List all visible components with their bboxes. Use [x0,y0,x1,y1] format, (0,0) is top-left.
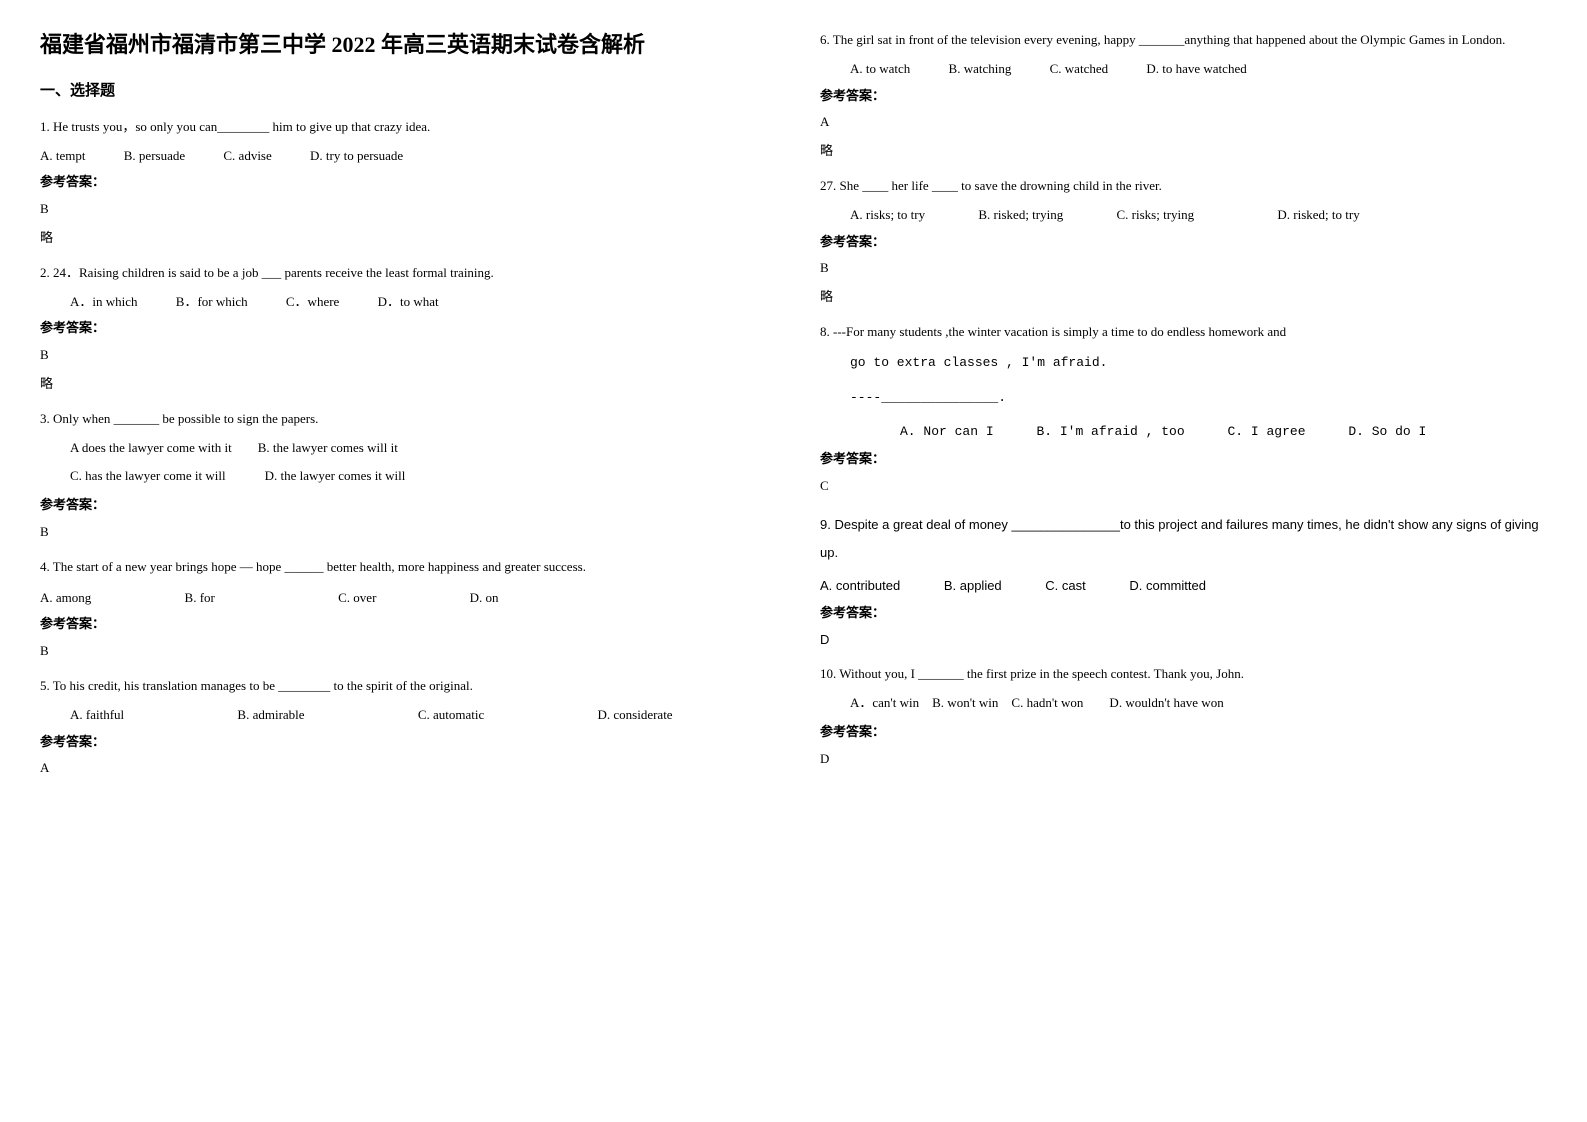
option-a: A. to watch [850,59,910,80]
answer-value: A [820,112,1540,133]
option-d: D. committed [1129,576,1206,597]
question-line-3: ----_______________. [820,388,1540,409]
question-options: A. faithful B. admirable C. automatic D.… [40,705,760,726]
option-c: C. advise [223,146,271,167]
option-c: C. automatic [418,705,484,726]
option-a: A．in which [70,292,138,313]
option-b: B. I'm afraid , too [1036,422,1184,443]
option-d: D. to have watched [1146,59,1246,80]
answer-value: D [820,749,1540,770]
option-c: C. cast [1045,576,1085,597]
answer-value: B [820,258,1540,279]
answer-value: B [40,522,760,543]
question-options: A. risks; to try B. risked; trying C. ri… [820,205,1540,226]
question-text: 5. To his credit, his translation manage… [40,676,760,697]
answer-value: D [820,630,1540,651]
question-options: A．can't win B. won't win C. hadn't won D… [820,693,1540,714]
question-options: A．in which B．for which C．where D．to what [40,292,760,313]
option-line-1: A does the lawyer come with it B. the la… [40,438,760,459]
answer-label: 参考答案： [820,232,1540,253]
right-column: 6. The girl sat in front of the televisi… [820,30,1540,793]
option-d: D．to what [378,292,439,313]
question-text: 10. Without you, I _______ the first pri… [820,664,1540,685]
section-title: 一、选择题 [40,79,760,103]
option-a: A. risks; to try [850,205,925,226]
question-options: A. contributed B. applied C. cast D. com… [820,576,1540,597]
omitted-note: 略 [40,228,760,249]
answer-label: 参考答案： [40,614,760,635]
option-b: B. watching [949,59,1012,80]
option-a: A. tempt [40,146,86,167]
page-container: 福建省福州市福清市第三中学 2022 年高三英语期末试卷含解析 一、选择题 1.… [40,30,1540,793]
option-c: C. over [338,588,376,609]
option-a: A. Nor can I [900,422,994,443]
question-text: 2. 24．Raising children is said to be a j… [40,263,760,284]
answer-label: 参考答案： [40,495,760,516]
option-a: A. among [40,588,91,609]
option-b: B．for which [176,292,248,313]
answer-label: 参考答案： [820,603,1540,624]
answer-value: B [40,199,760,220]
question-text: 1. He trusts you，so only you can________… [40,117,760,138]
question-5: 5. To his credit, his translation manage… [40,676,760,779]
option-b: B. risked; trying [978,205,1063,226]
question-options: A. among B. for C. over D. on [40,588,760,609]
question-3: 3. Only when _______ be possible to sign… [40,409,760,543]
option-c: C. I agree [1227,422,1305,443]
option-c: C. watched [1050,59,1108,80]
answer-label: 参考答案： [40,732,760,753]
omitted-note: 略 [40,374,760,395]
answer-value: A [40,758,760,779]
question-1: 1. He trusts you，so only you can________… [40,117,760,249]
option-b: B. applied [944,576,1002,597]
option-d: D. try to persuade [310,146,403,167]
answer-label: 参考答案： [820,86,1540,107]
answer-value: C [820,476,1540,497]
question-line-2: go to extra classes , I'm afraid. [820,353,1540,374]
option-a: A. faithful [70,705,124,726]
option-c: C. risks; trying [1116,205,1194,226]
main-title: 福建省福州市福清市第三中学 2022 年高三英语期末试卷含解析 [40,30,760,61]
option-b: B. admirable [237,705,304,726]
question-2: 2. 24．Raising children is said to be a j… [40,263,760,395]
answer-label: 参考答案： [40,172,760,193]
answer-value: B [40,345,760,366]
question-text: 3. Only when _______ be possible to sign… [40,409,760,430]
question-text: 9. Despite a great deal of money _______… [820,511,1540,568]
option-d: D. on [470,588,499,609]
omitted-note: 略 [820,287,1540,308]
left-column: 福建省福州市福清市第三中学 2022 年高三英语期末试卷含解析 一、选择题 1.… [40,30,760,793]
answer-label: 参考答案： [40,318,760,339]
question-text: 27. She ____ her life ____ to save the d… [820,176,1540,197]
question-text: 6. The girl sat in front of the televisi… [820,30,1540,51]
question-options: A. to watch B. watching C. watched D. to… [820,59,1540,80]
option-line-2: C. has the lawyer come it will D. the la… [40,466,760,487]
omitted-note: 略 [820,141,1540,162]
question-10: 10. Without you, I _______ the first pri… [820,664,1540,769]
option-c: C．where [286,292,339,313]
answer-label: 参考答案： [820,449,1540,470]
question-27: 27. She ____ her life ____ to save the d… [820,176,1540,308]
option-d: D. risked; to try [1277,205,1359,226]
question-text: 4. The start of a new year brings hope —… [40,557,760,578]
option-b: B. persuade [124,146,185,167]
answer-label: 参考答案： [820,722,1540,743]
question-4: 4. The start of a new year brings hope —… [40,557,760,662]
option-a: A. contributed [820,576,900,597]
answer-value: B [40,641,760,662]
question-options: A. Nor can I B. I'm afraid , too C. I ag… [820,422,1540,443]
option-d: D. So do I [1348,422,1426,443]
question-8: 8. ---For many students ,the winter vaca… [820,322,1540,497]
question-6: 6. The girl sat in front of the televisi… [820,30,1540,162]
question-text: 8. ---For many students ,the winter vaca… [820,322,1540,343]
question-9: 9. Despite a great deal of money _______… [820,511,1540,651]
option-d: D. considerate [598,705,673,726]
option-b: B. for [185,588,215,609]
question-options: A. tempt B. persuade C. advise D. try to… [40,146,760,167]
